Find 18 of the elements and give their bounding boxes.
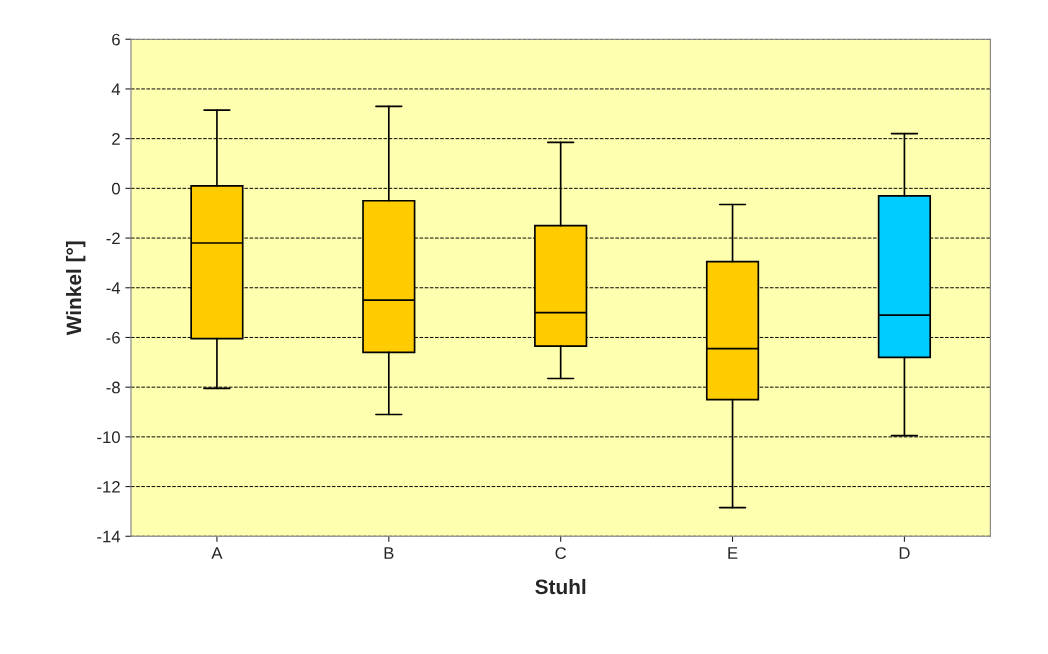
y-tick-label: -10 <box>97 431 120 444</box>
x-tick-label: E <box>728 547 738 559</box>
x-tick-label: A <box>211 547 223 559</box>
y-tick-label: -2 <box>106 232 120 245</box>
y-tick-label: -8 <box>106 381 120 394</box>
y-tick-label: 0 <box>111 182 120 195</box>
y-tick-label: 2 <box>112 133 120 145</box>
y-tick-label: -6 <box>106 331 120 344</box>
y-tick-label: 4 <box>111 83 121 95</box>
y-axis-title: Winkel [°] <box>65 241 86 336</box>
y-tick-label: -4 <box>106 282 121 294</box>
x-tick-label: D <box>899 547 910 559</box>
x-axis-title: Stuhl <box>535 578 586 595</box>
y-tick-label: -14 <box>97 530 121 543</box>
x-tick-label: B <box>384 547 394 559</box>
y-tick-label: -12 <box>97 480 120 493</box>
y-tick-label: 6 <box>112 33 120 46</box>
x-tick-label: C <box>555 547 567 559</box>
